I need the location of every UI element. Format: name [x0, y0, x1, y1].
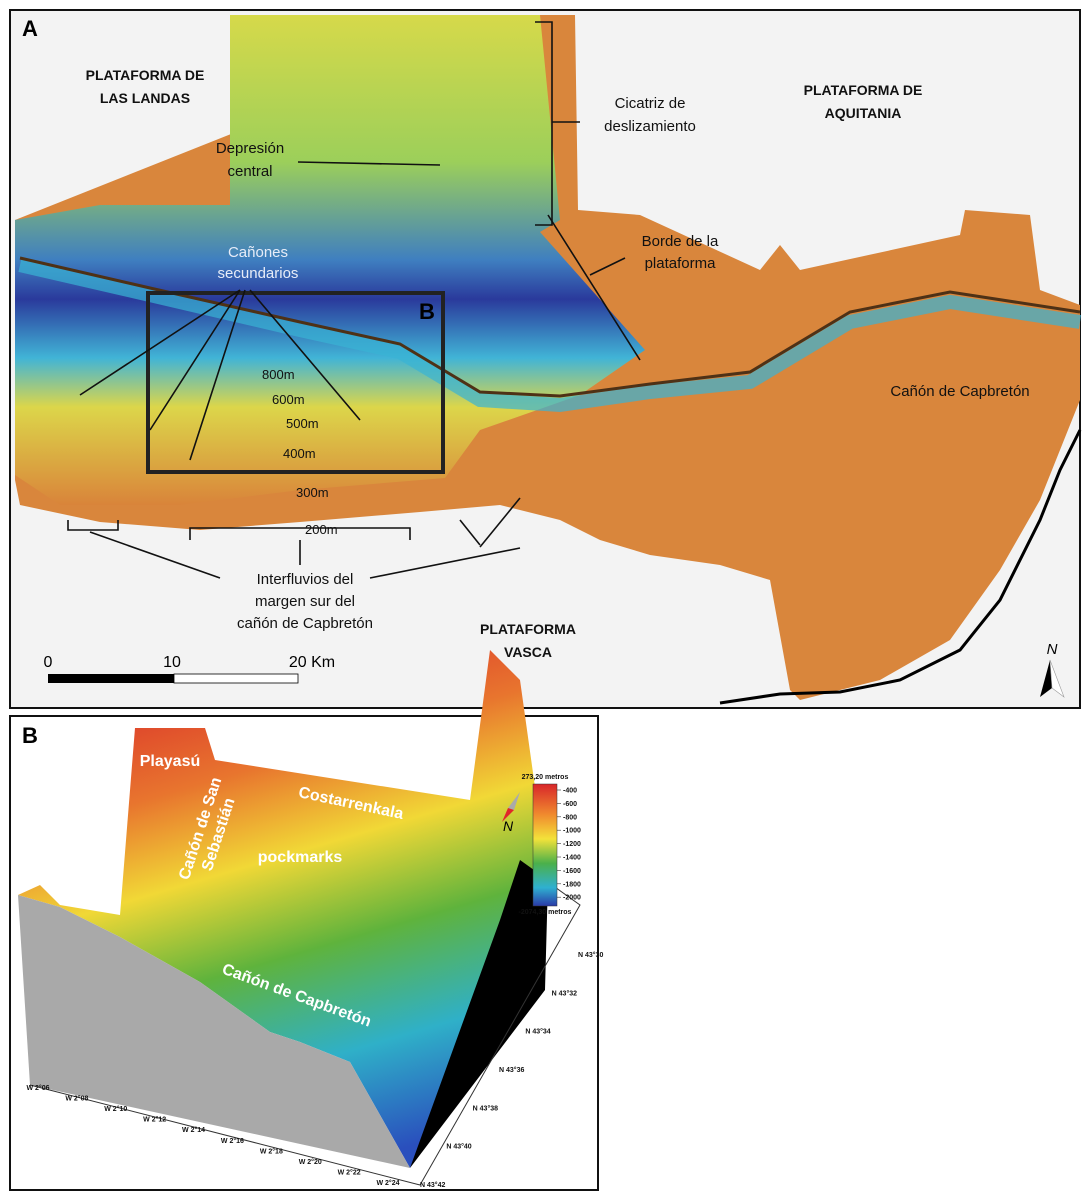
panel-letter: A [22, 16, 38, 41]
scale-segment [174, 674, 298, 683]
inset-label: B [419, 299, 435, 324]
longitude-label: W 2°24 [376, 1179, 399, 1187]
latitude-label: N 43°34 [525, 1028, 550, 1036]
longitude-label: W 2°10 [104, 1105, 127, 1113]
longitude-label: W 2°08 [65, 1095, 88, 1103]
longitude-label: W 2°18 [260, 1147, 283, 1155]
colorbar-tick-label: -400 [563, 788, 577, 795]
contour-label: 400m [283, 446, 316, 461]
panel-b: B Playasú Cañón de SanSebastián Costarre… [10, 650, 603, 1190]
scale-label: 10 [163, 654, 181, 671]
longitude-label: W 2°20 [299, 1158, 322, 1166]
figure: A PLATAFORMA DELAS LANDAS PLATAFORMA DEA… [0, 0, 1086, 1195]
latitude-label: N 43°32 [552, 989, 577, 997]
longitude-label: W 2°06 [26, 1084, 49, 1092]
scale-label: 20 Km [289, 654, 335, 671]
panel-letter: B [22, 723, 38, 748]
scale-segment [48, 674, 174, 683]
scale-label: 0 [44, 654, 53, 671]
longitude-label: W 2°22 [338, 1168, 361, 1176]
colorbar-min: -2074,30 metros [519, 909, 572, 916]
longitude-label: W 2°12 [143, 1116, 166, 1124]
colorbar-tick-label: -1600 [563, 868, 581, 875]
contour-label: 500m [286, 416, 319, 431]
feature-label: pockmarks [258, 849, 343, 866]
annotation: Cañón de Capbretón [890, 383, 1029, 400]
colorbar-tick-label: -600 [563, 801, 577, 808]
colorbar-tick-label: -1400 [563, 855, 581, 862]
north-label: N [1047, 641, 1058, 658]
colorbar-tick-label: -1200 [563, 841, 581, 848]
latitude-label: N 43°38 [473, 1104, 498, 1112]
colorbar-tick-label: -2000 [563, 895, 581, 902]
north-label: N [503, 818, 514, 834]
colorbar-tick-label: -1000 [563, 828, 581, 835]
contour-label: 300m [296, 485, 329, 500]
colorbar-tick-label: -800 [563, 814, 577, 821]
feature-label: Playasú [140, 753, 200, 770]
latitude-label: N 43°30 [578, 951, 603, 959]
longitude-label: W 2°14 [182, 1126, 205, 1134]
colorbar-tick-label: -1800 [563, 881, 581, 888]
colorbar-max: 273,20 metros [522, 774, 569, 781]
latitude-label: N 43°42 [420, 1181, 445, 1189]
latitude-label: N 43°36 [499, 1066, 524, 1074]
contour-label: 600m [272, 392, 305, 407]
latitude-label: N 43°40 [446, 1143, 471, 1151]
longitude-label: W 2°16 [221, 1137, 244, 1145]
colorbar-scale [533, 784, 557, 906]
contour-label: 800m [262, 367, 295, 382]
contour-label: 200m [305, 522, 338, 537]
